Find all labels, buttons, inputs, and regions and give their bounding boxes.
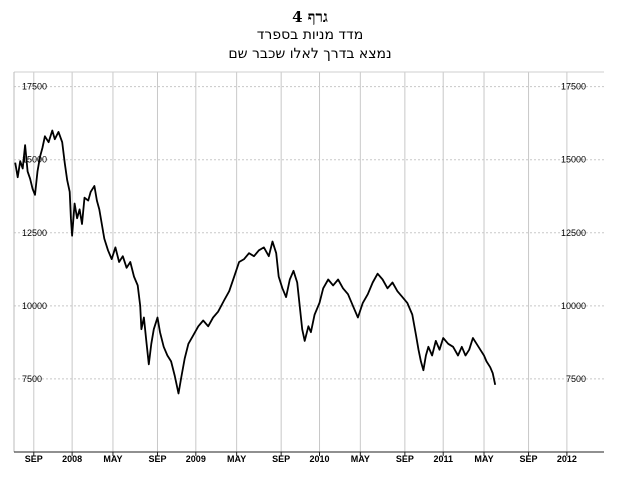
x-tick-label: 2008	[62, 454, 82, 464]
series-line	[14, 129, 497, 395]
chart-subtitle-1: מדד מניות בספרד	[256, 27, 364, 43]
x-tick-label: SEP	[148, 454, 166, 464]
y-tick-label-right: 10000	[561, 301, 586, 311]
x-tick-label: 2011	[433, 454, 453, 464]
gridlines	[14, 72, 604, 452]
x-tick-label: 2010	[309, 454, 329, 464]
y-tick-label-right: 17500	[561, 82, 586, 92]
x-tick-label: SEP	[25, 454, 43, 464]
x-tick-label: MAY	[474, 454, 493, 464]
chart-title: גרף 4	[292, 8, 328, 26]
y-tick-label-left: 7500	[22, 374, 42, 384]
x-tick-label: SEP	[396, 454, 414, 464]
axes	[13, 71, 604, 456]
y-tick-label-left: 15000	[22, 155, 47, 165]
x-tick-label: MAY	[103, 454, 122, 464]
chart-subtitle-2: נמצא בדרך לאלו שכבר שם	[228, 46, 392, 62]
y-tick-label-left: 12500	[22, 228, 47, 238]
y-tick-label-left: 17500	[22, 82, 47, 92]
chart-titles: גרף 4 מדד מניות בספרד נמצא בדרך לאלו שכב…	[0, 8, 620, 64]
x-tick-label: MAY	[227, 454, 246, 464]
y-tick-label-left: 10000	[22, 301, 47, 311]
x-tick-label: SEP	[520, 454, 538, 464]
y-tick-label-right: 12500	[561, 228, 586, 238]
x-tick-label: SEP	[272, 454, 290, 464]
series-layer	[14, 129, 497, 395]
x-tick-label: 2012	[557, 454, 577, 464]
y-tick-label-right: 15000	[561, 155, 586, 165]
tick-labels: 17500 17500 15000 15000 12500 12500 10000 10000…	[22, 82, 586, 464]
y-tick-label-right: 7500	[566, 374, 586, 384]
x-tick-label: MAY	[351, 454, 370, 464]
x-tick-label: 2009	[186, 454, 206, 464]
